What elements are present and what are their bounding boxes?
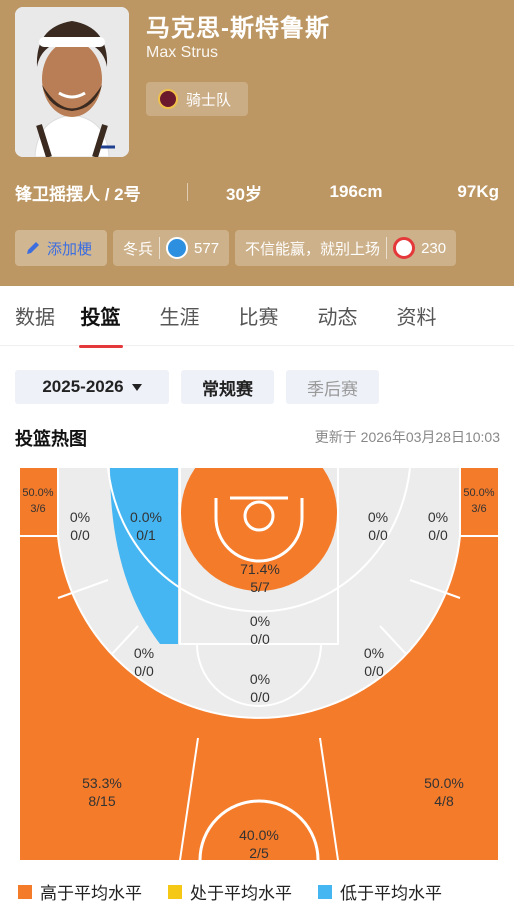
divider bbox=[386, 237, 388, 259]
legend-below: 低于平均水平 bbox=[318, 879, 442, 904]
pencil-icon bbox=[27, 242, 39, 254]
zone-made: 0/0 bbox=[368, 527, 388, 543]
zone-made: 0/0 bbox=[364, 663, 384, 679]
zone-made: 0/0 bbox=[250, 631, 270, 647]
team-badge[interactable]: 骑士队 bbox=[146, 82, 248, 116]
updated-time: 更新于 2026年03月28日10:03 bbox=[314, 429, 500, 445]
meme-tag-label: 冬兵 bbox=[123, 240, 154, 258]
zone-pct: 50.0% bbox=[463, 487, 494, 499]
zone-pct: 50.0% bbox=[22, 487, 53, 499]
zone-made: 3/6 bbox=[471, 503, 486, 515]
zone-pct: 71.4% bbox=[240, 561, 280, 577]
divider bbox=[159, 237, 161, 259]
meme-tag-count: 577 bbox=[194, 239, 220, 257]
zone-right-corner3 bbox=[460, 468, 498, 536]
zone-made: 2/5 bbox=[249, 845, 269, 860]
meme-tag-2[interactable]: 不信能赢，就别上场 230 bbox=[235, 230, 457, 266]
zone-pct: 40.0% bbox=[239, 827, 279, 843]
caret-down-icon bbox=[131, 383, 142, 391]
player-age: 30岁 bbox=[226, 184, 262, 204]
zone-pct: 0% bbox=[134, 645, 154, 661]
legend-swatch bbox=[168, 884, 182, 899]
zone-made: 8/15 bbox=[88, 793, 115, 809]
tab-shooting[interactable]: 投篮 bbox=[61, 301, 140, 330]
tab-profile[interactable]: 资料 bbox=[396, 307, 437, 329]
player-photo bbox=[15, 7, 129, 157]
zone-made: 0/0 bbox=[134, 663, 154, 679]
section-title: 投篮热图 bbox=[15, 429, 87, 449]
zone-pct: 0% bbox=[70, 509, 90, 525]
heatmap-legend: 高于平均水平 处于平均水平 低于平均水平 bbox=[18, 879, 442, 904]
zone-pct: 0% bbox=[428, 509, 448, 525]
legend-label: 高于平均水平 bbox=[40, 884, 142, 903]
zone-left-paint-blue bbox=[110, 468, 220, 644]
playoffs-button[interactable]: 季后赛 bbox=[286, 370, 379, 404]
zone-pct: 0% bbox=[250, 613, 270, 629]
divider bbox=[187, 183, 188, 201]
cavaliers-logo-icon bbox=[158, 89, 178, 109]
legend-average: 处于平均水平 bbox=[168, 879, 292, 904]
tab-career[interactable]: 生涯 bbox=[159, 307, 200, 329]
legend-swatch bbox=[18, 884, 32, 899]
shot-heatmap: 50.0% 3/6 50.0% 3/6 0% 0/0 0.0% 0/1 71.4… bbox=[20, 468, 498, 860]
filter-bar: 2025-2026 常规赛 季后赛 bbox=[15, 370, 379, 404]
zone-pct: 0% bbox=[368, 509, 388, 525]
player-header: 马克思-斯特鲁斯 Max Strus 骑士队 锋卫摇摆人 / 2号 30岁 19… bbox=[0, 0, 514, 286]
zone-made: 5/7 bbox=[250, 579, 270, 595]
doraemon-icon bbox=[166, 237, 189, 259]
zone-made: 0/1 bbox=[136, 527, 156, 543]
player-position: 锋卫摇摆人 / 2号 bbox=[15, 184, 141, 204]
season-value: 2025-2026 bbox=[42, 377, 124, 396]
legend-label: 处于平均水平 bbox=[190, 884, 292, 903]
legend-label: 低于平均水平 bbox=[340, 884, 442, 903]
player-height: 196cm bbox=[329, 182, 383, 201]
tab-bar: 数据 投篮 生涯 比赛 动态 资料 bbox=[0, 286, 514, 346]
zone-pct: 50.0% bbox=[424, 775, 464, 791]
legend-above: 高于平均水平 bbox=[18, 879, 142, 904]
clown-icon bbox=[393, 237, 416, 259]
zone-made: 0/0 bbox=[428, 527, 448, 543]
player-name-cn: 马克思-斯特鲁斯 bbox=[146, 15, 330, 42]
tab-games[interactable]: 比赛 bbox=[238, 307, 279, 329]
meme-tags: 添加梗 冬兵 577 不信能赢，就别上场 230 bbox=[15, 230, 457, 266]
add-meme-label: 添加梗 bbox=[47, 240, 93, 258]
player-weight: 97Kg bbox=[457, 182, 499, 201]
zone-made: 0/0 bbox=[250, 689, 270, 705]
player-info-row: 锋卫摇摆人 / 2号 30岁 196cm 97Kg bbox=[15, 180, 499, 204]
meme-tag-1[interactable]: 冬兵 577 bbox=[113, 230, 230, 266]
zone-pct: 53.3% bbox=[82, 775, 122, 791]
zone-pct: 0.0% bbox=[130, 509, 162, 525]
team-name: 骑士队 bbox=[186, 91, 232, 109]
tab-stats[interactable]: 数据 bbox=[15, 307, 55, 329]
zone-made: 4/8 bbox=[434, 793, 454, 809]
zone-made: 0/0 bbox=[70, 527, 90, 543]
legend-swatch bbox=[318, 884, 332, 899]
add-meme-button[interactable]: 添加梗 bbox=[15, 230, 107, 266]
meme-tag-count: 230 bbox=[421, 239, 447, 257]
regular-season-button[interactable]: 常规赛 bbox=[181, 370, 274, 404]
season-select[interactable]: 2025-2026 bbox=[15, 370, 169, 404]
tab-news[interactable]: 动态 bbox=[317, 307, 358, 329]
zone-pct: 0% bbox=[250, 671, 270, 687]
zone-pct: 0% bbox=[364, 645, 384, 661]
content-panel: 数据 投篮 生涯 比赛 动态 资料 2025-2026 常规赛 季后赛 投篮热图… bbox=[0, 286, 514, 906]
meme-tag-label: 不信能赢，就别上场 bbox=[245, 240, 381, 258]
zone-made: 3/6 bbox=[30, 503, 45, 515]
player-name-en: Max Strus bbox=[146, 44, 219, 61]
zone-left-corner3 bbox=[20, 468, 58, 536]
